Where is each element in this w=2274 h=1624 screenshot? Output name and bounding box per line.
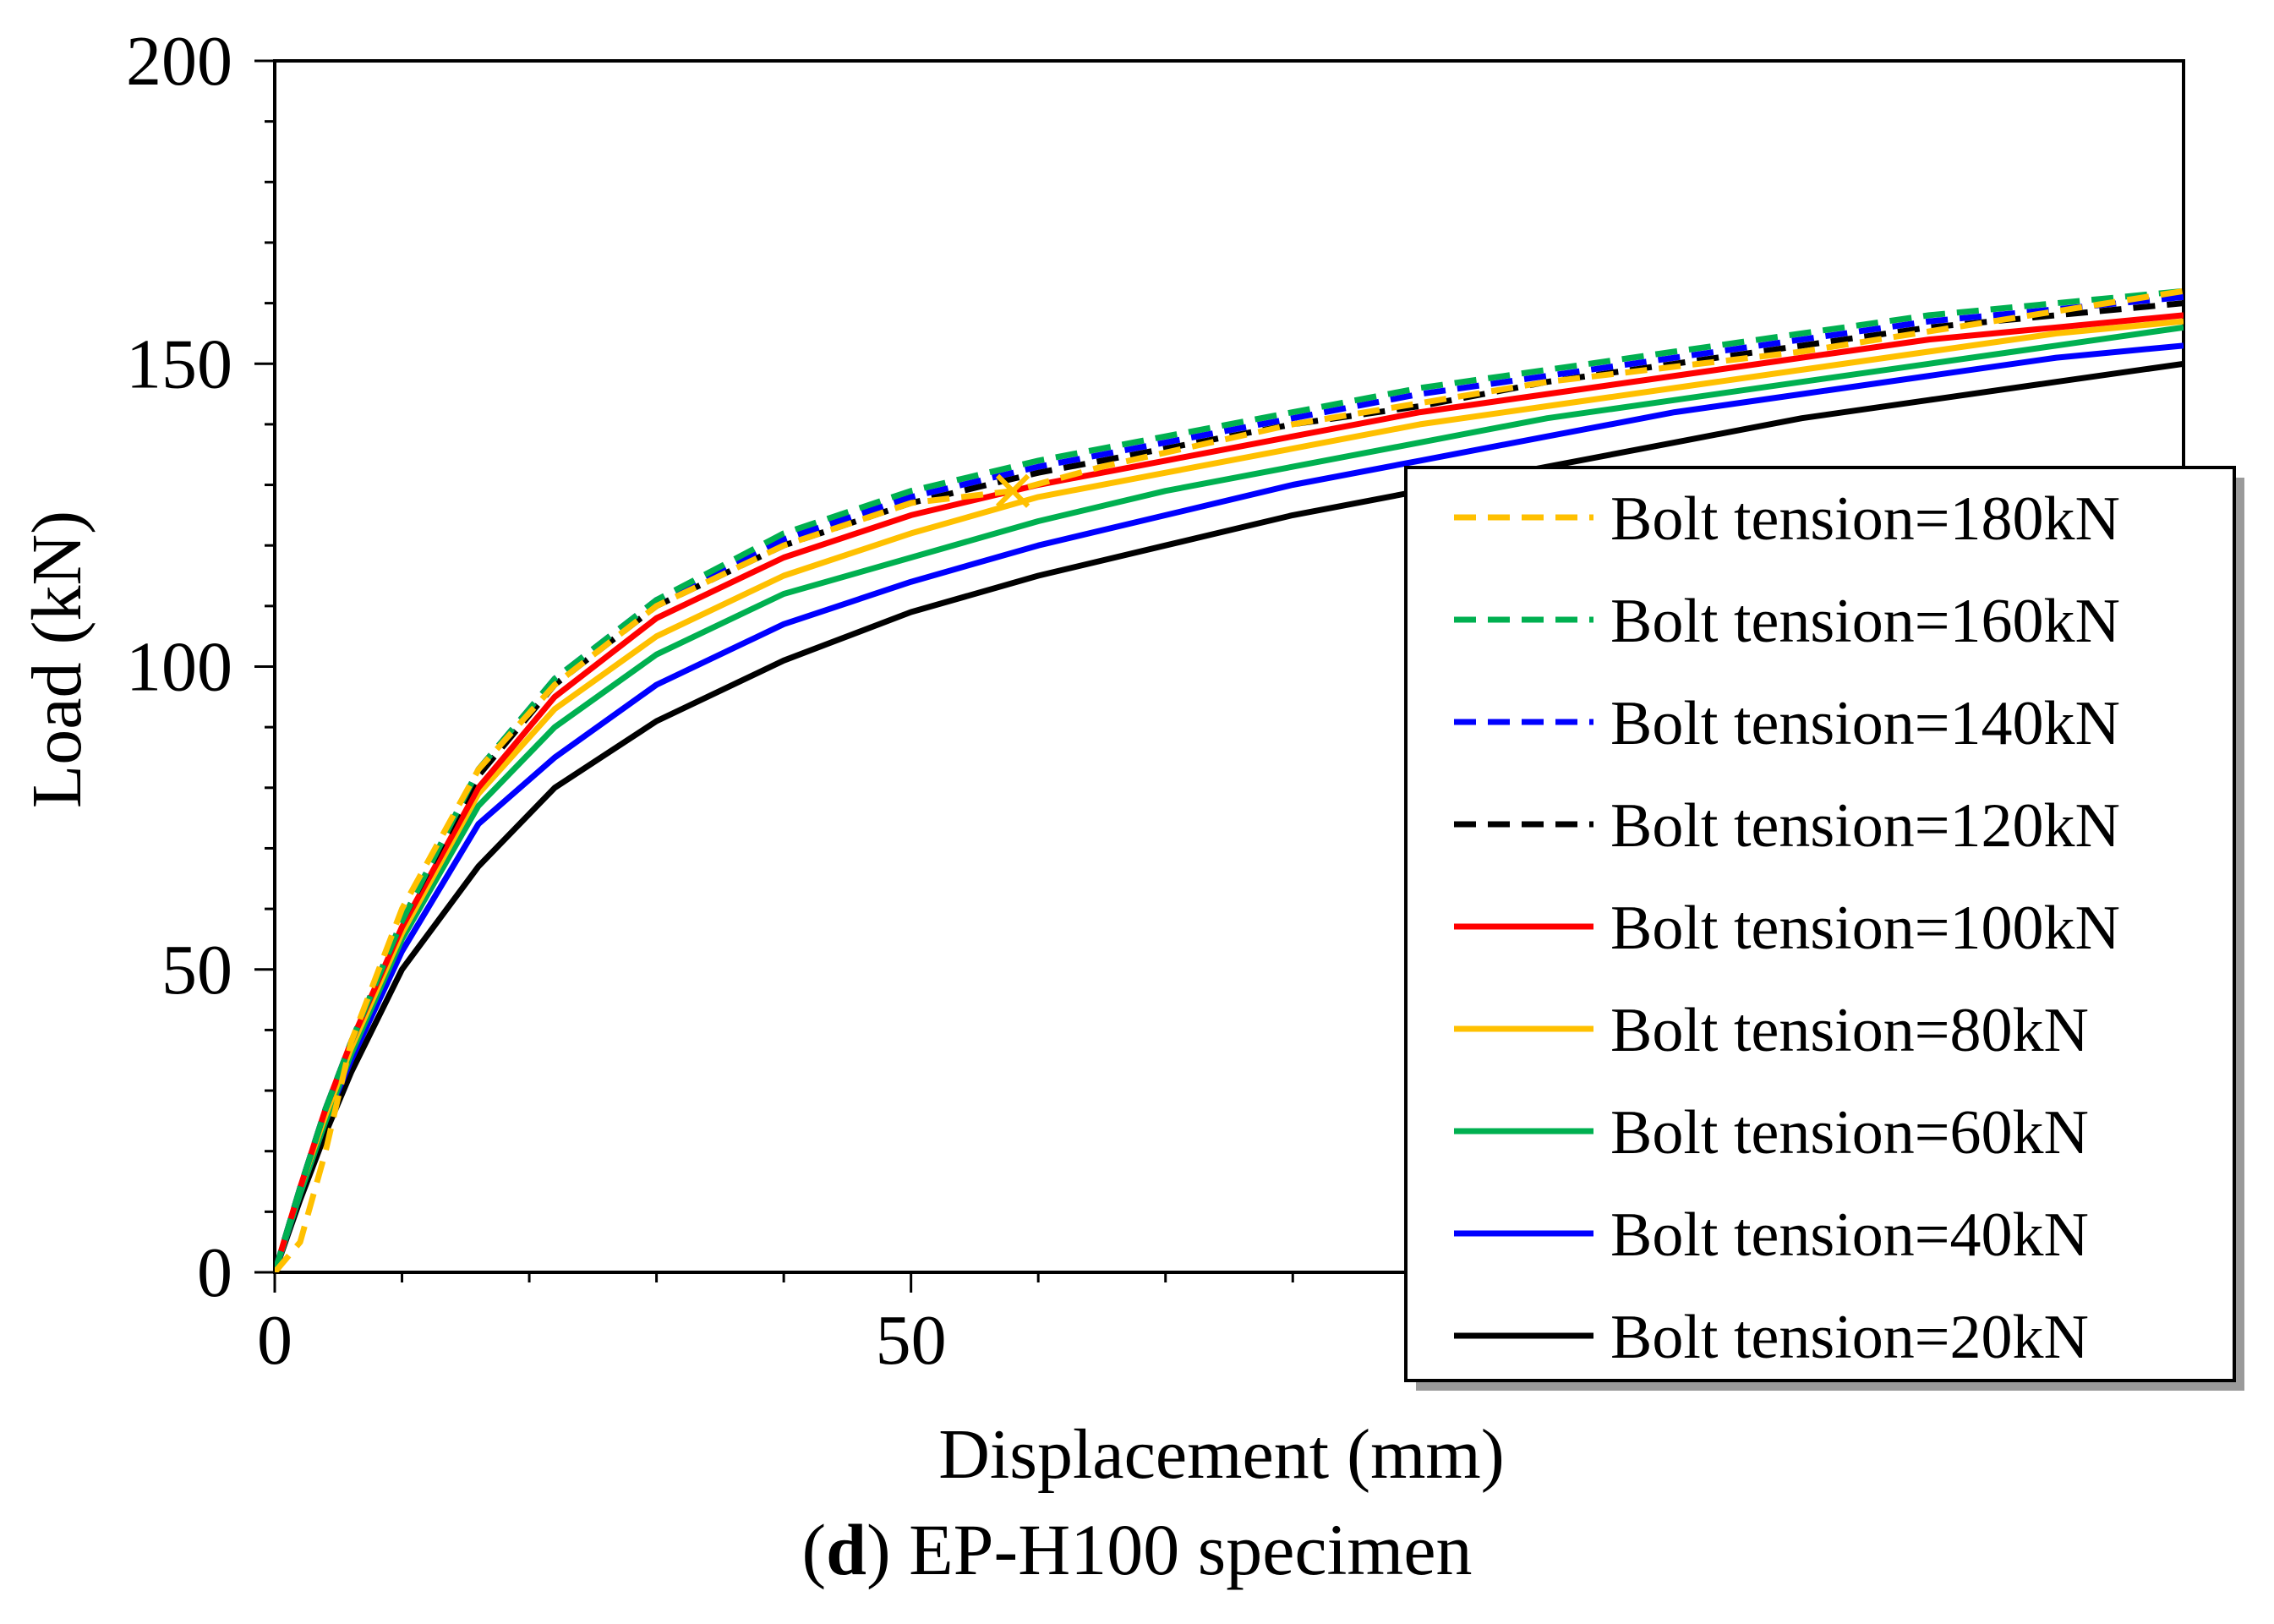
- y-tick-labels: 0 50 100 150 200: [126, 22, 232, 1312]
- x-marker-stroke: [995, 473, 1030, 508]
- legend: Bolt tension=180kN Bolt tension=160kN Bolt…: [1404, 466, 2244, 1391]
- legend-label: Bolt tension=60kN: [1610, 1098, 2089, 1167]
- series-line-20kN: [275, 360, 2184, 1272]
- y-tick-label: 200: [126, 22, 232, 101]
- series-line-160kN-dashed: [275, 287, 2184, 1272]
- y-tick-label: 100: [126, 628, 232, 707]
- y-tick-label: 150: [126, 325, 232, 403]
- x-marker: [995, 473, 1030, 508]
- y-tick-label: 50: [161, 931, 232, 1009]
- annotation-layer: [995, 473, 1030, 508]
- x-tick-labels: 0 50: [257, 1301, 947, 1380]
- series-layer: [275, 287, 2184, 1272]
- series-line-100kN: [275, 312, 2184, 1272]
- x-tick-label: 50: [876, 1301, 947, 1380]
- legend-label: Bolt tension=140kN: [1610, 689, 2120, 758]
- legend-label: Bolt tension=40kN: [1610, 1200, 2089, 1270]
- figure-caption: (d) EP-H100 specimen: [0, 1513, 2274, 1586]
- caption-letter: d: [826, 1509, 866, 1590]
- y-tick-label: 0: [197, 1233, 232, 1312]
- legend-label: Bolt tension=100kN: [1610, 894, 2120, 963]
- legend-label: Bolt tension=120kN: [1610, 791, 2120, 861]
- legend-label: Bolt tension=180kN: [1610, 484, 2120, 554]
- x-tick-label: 0: [257, 1301, 292, 1380]
- legend-label: Bolt tension=160kN: [1610, 587, 2120, 656]
- x-axis-title: Displacement (mm): [938, 1415, 1504, 1494]
- caption-open: (: [801, 1509, 827, 1590]
- series-line-180kN-dashed: [275, 287, 2184, 1272]
- caption-text: ) EP-H100 specimen: [866, 1509, 1473, 1590]
- legend-label: Bolt tension=80kN: [1610, 996, 2089, 1065]
- y-axis-title: Load (kN): [18, 511, 96, 808]
- legend-label: Bolt tension=20kN: [1610, 1303, 2089, 1372]
- series-line-140kN-dashed: [275, 293, 2184, 1272]
- series-line-120kN-dashed: [275, 300, 2184, 1272]
